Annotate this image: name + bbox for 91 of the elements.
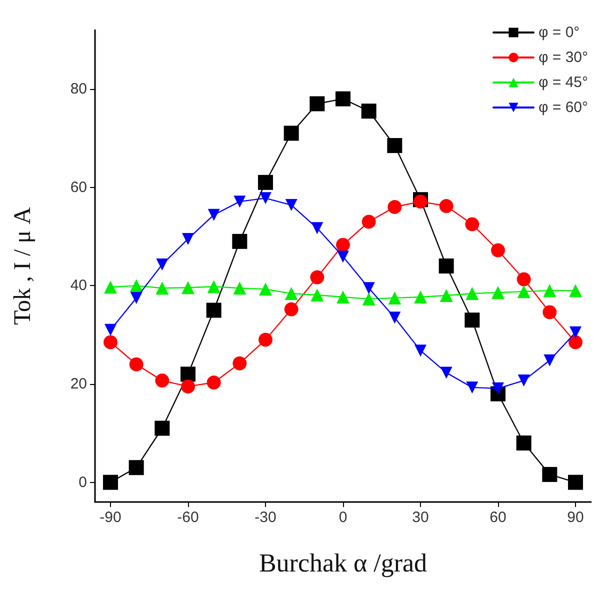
point (104, 324, 116, 336)
point (284, 126, 299, 141)
point (362, 292, 376, 306)
point (128, 460, 144, 476)
point (103, 474, 118, 490)
y-tick-label: 60 (70, 178, 87, 196)
point (182, 232, 194, 245)
x-tick-label: 0 (338, 509, 348, 526)
y-tick-label: 80 (70, 80, 87, 98)
point (234, 196, 246, 208)
point (258, 174, 273, 190)
point (285, 199, 298, 212)
point (361, 104, 376, 119)
x-axis-title: Burchak α /grad (258, 548, 428, 578)
legend-label: φ = 30° (538, 49, 588, 66)
point (414, 290, 427, 304)
point (466, 381, 478, 394)
point (233, 282, 246, 295)
legend-label: φ = 60° (538, 99, 588, 116)
point (543, 284, 556, 298)
point (232, 356, 247, 370)
point (362, 282, 375, 294)
legend-label: φ = 45° (538, 74, 588, 91)
point (542, 305, 557, 320)
point (569, 284, 582, 298)
point (104, 335, 118, 350)
point (206, 376, 221, 390)
point (156, 258, 168, 271)
point (516, 272, 531, 286)
point (516, 436, 532, 450)
point (260, 192, 272, 204)
point (336, 91, 350, 106)
point (518, 374, 530, 387)
point (491, 243, 505, 258)
point (129, 357, 144, 372)
point (362, 214, 376, 229)
point (439, 199, 454, 214)
point (568, 474, 583, 490)
point (542, 466, 558, 482)
point (259, 282, 272, 296)
point (104, 280, 117, 294)
point (310, 270, 324, 284)
point (311, 222, 324, 234)
point (464, 312, 480, 328)
point (284, 287, 298, 300)
point (388, 200, 402, 214)
x-tick-label: -60 (177, 509, 199, 526)
point (180, 366, 196, 382)
point (440, 289, 453, 302)
point (465, 217, 480, 232)
point (130, 292, 142, 304)
point (208, 208, 220, 221)
point (182, 281, 194, 294)
point (258, 332, 272, 347)
point (517, 285, 530, 298)
point (310, 96, 325, 112)
point (130, 279, 143, 292)
point (544, 354, 556, 366)
point (337, 250, 349, 263)
x-tick-label: 90 (567, 509, 584, 526)
y-tick-label: 20 (70, 376, 87, 392)
point (155, 374, 170, 388)
point (310, 288, 324, 302)
point (181, 379, 195, 394)
point (568, 335, 582, 350)
y-tick-label: 0 (78, 474, 87, 491)
point (466, 287, 479, 300)
point (388, 291, 402, 304)
point (387, 138, 402, 154)
x-tick-label: -90 (100, 509, 122, 526)
x-tick-label: -30 (254, 509, 276, 526)
point (232, 234, 248, 249)
point (570, 326, 582, 338)
x-tick-label: 30 (412, 509, 429, 526)
point (156, 282, 169, 295)
point (388, 312, 401, 324)
point (336, 238, 350, 252)
point (438, 258, 454, 274)
legend-label: φ = 0° (538, 24, 580, 41)
point (336, 290, 350, 304)
point (206, 302, 222, 318)
x-tick-label: 60 (490, 509, 506, 526)
point (492, 382, 504, 394)
y-tick-label: 40 (70, 277, 87, 294)
point (440, 366, 452, 379)
point (414, 344, 426, 357)
point (207, 280, 220, 294)
y-axis-title: Tok , I / μ A (10, 206, 36, 325)
point (154, 420, 170, 436)
point (284, 302, 298, 316)
point (492, 286, 504, 300)
